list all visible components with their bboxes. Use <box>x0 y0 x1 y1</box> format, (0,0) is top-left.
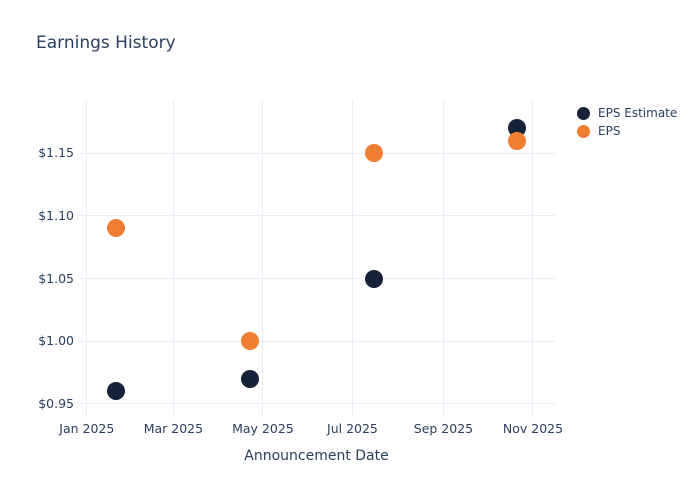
plot-area[interactable] <box>78 100 555 417</box>
eps-estimate-marker-icon <box>577 106 590 120</box>
x-tick-label: Jan 2025 <box>59 421 115 436</box>
eps-marker-icon <box>577 124 590 138</box>
x-tick-label: May 2025 <box>232 421 294 436</box>
y-tick-label: $1.10 <box>38 207 74 223</box>
gridline-y-0.95 <box>78 403 555 405</box>
legend-label-eps-estimate: EPS Estimate <box>598 106 678 120</box>
gridline-x-nov-2025 <box>532 100 534 417</box>
gridline-x-mar-2025 <box>172 100 174 417</box>
chart-title: Earnings History <box>36 33 176 53</box>
scatter-point-eps-estimate-0[interactable] <box>107 382 126 401</box>
scatter-point-eps-1[interactable] <box>240 332 259 351</box>
x-tick-label: Jul 2025 <box>327 421 378 436</box>
x-axis-title: Announcement Date <box>244 448 389 464</box>
gridline-x-jul-2025 <box>351 100 353 417</box>
legend-item-eps-estimate[interactable]: EPS Estimate <box>577 104 677 122</box>
gridline-x-sep-2025 <box>442 100 444 417</box>
x-tick-label: Nov 2025 <box>502 421 564 436</box>
y-tick-label: $1.00 <box>38 333 74 349</box>
scatter-point-eps-estimate-1[interactable] <box>240 369 259 388</box>
legend-item-eps[interactable]: EPS <box>577 122 677 140</box>
gridline-y-1.05 <box>78 278 555 279</box>
y-tick-label: $0.95 <box>38 395 74 411</box>
scatter-point-eps-3[interactable] <box>507 131 526 150</box>
legend: EPS Estimate EPS <box>577 104 677 140</box>
y-tick-label: $1.05 <box>38 270 74 286</box>
gridline-y-1.00 <box>78 340 555 342</box>
gridline-y-1.15 <box>78 152 555 154</box>
y-tick-label: $1.15 <box>38 145 74 161</box>
scatter-point-eps-2[interactable] <box>365 144 384 163</box>
legend-label-eps: EPS <box>598 124 621 138</box>
x-tick-label: Sep 2025 <box>413 421 474 436</box>
x-tick-label: Mar 2025 <box>143 421 204 436</box>
scatter-point-eps-0[interactable] <box>107 219 126 238</box>
gridline-x-jan-2025 <box>86 100 88 417</box>
scatter-point-eps-estimate-2[interactable] <box>365 269 384 288</box>
gridline-y-1.10 <box>78 215 555 217</box>
gridline-x-may-2025 <box>262 100 264 417</box>
